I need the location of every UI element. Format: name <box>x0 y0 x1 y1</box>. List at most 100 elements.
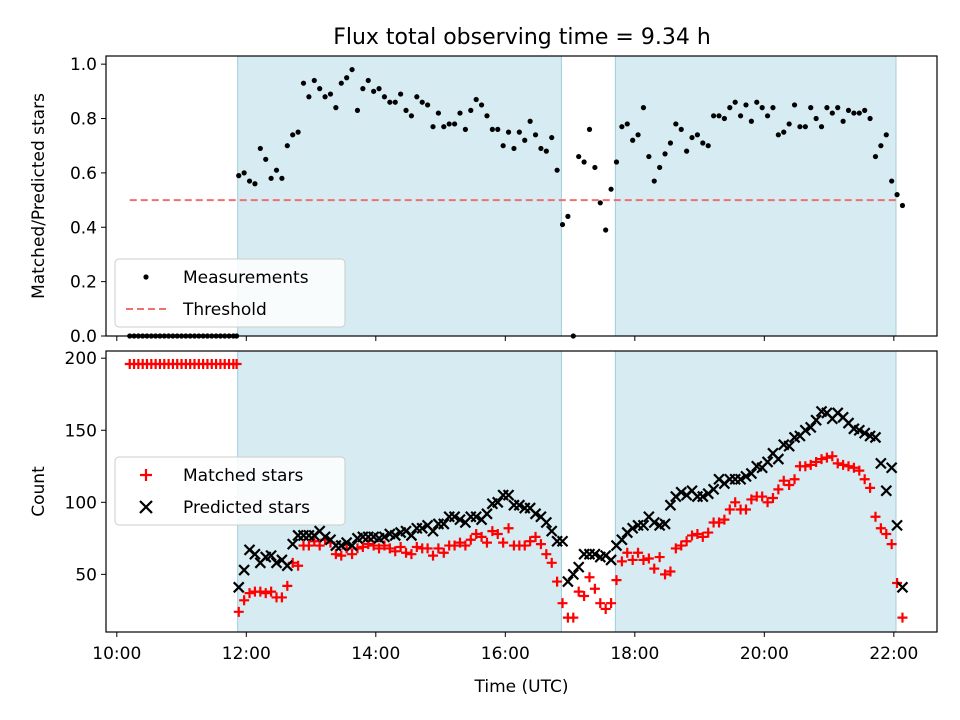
data-point <box>360 86 366 92</box>
data-point <box>627 554 638 565</box>
y-axis-label: Count <box>29 466 49 517</box>
data-point <box>730 497 741 508</box>
data-point <box>797 124 803 130</box>
legend: Measurements Threshold <box>114 258 346 328</box>
data-point <box>430 124 436 130</box>
axes-frame <box>105 55 938 337</box>
data-point <box>236 173 242 179</box>
data-point <box>257 145 263 152</box>
data-point <box>880 485 893 497</box>
data-point <box>665 566 676 577</box>
data-point <box>761 456 774 468</box>
data-point <box>527 118 533 124</box>
data-point <box>516 129 522 135</box>
data-point <box>338 80 344 86</box>
data-point <box>759 105 765 111</box>
data-point <box>703 527 714 538</box>
data-point <box>835 105 841 111</box>
data-point <box>858 427 871 439</box>
data-point <box>519 540 530 551</box>
data-point <box>246 178 253 184</box>
data-point <box>635 132 641 138</box>
data-point <box>891 519 903 532</box>
data-point <box>433 543 444 554</box>
data-point <box>406 549 417 560</box>
data-point <box>848 462 859 473</box>
data-point <box>804 421 817 434</box>
y-tick-label: 0.2 <box>70 273 97 293</box>
data-point <box>764 113 771 119</box>
data-point <box>894 192 900 198</box>
data-point <box>748 118 754 124</box>
data-point <box>303 540 314 551</box>
data-point <box>897 612 908 623</box>
data-point <box>268 175 274 181</box>
data-point <box>689 134 695 141</box>
data-point <box>451 121 458 127</box>
data-point <box>673 121 679 127</box>
data-point <box>700 140 706 146</box>
data-point <box>856 110 862 116</box>
data-point <box>419 99 425 105</box>
data-point <box>401 547 412 558</box>
data-point <box>344 75 350 81</box>
data-point <box>238 564 250 576</box>
data-point <box>875 523 886 534</box>
data-point <box>498 537 509 548</box>
data-point <box>319 531 331 543</box>
data-point <box>376 86 382 92</box>
data-point <box>649 563 660 574</box>
data-point <box>522 137 528 143</box>
data-point <box>232 581 245 594</box>
data-point <box>622 547 633 558</box>
data-point <box>808 105 814 111</box>
data-point <box>403 107 409 113</box>
data-point <box>783 440 795 452</box>
data-point <box>270 557 283 569</box>
data-point <box>468 107 474 113</box>
data-point <box>408 113 415 119</box>
data-point <box>885 461 898 474</box>
data-point <box>592 164 598 171</box>
data-point <box>392 99 398 105</box>
data-point <box>648 516 661 529</box>
data-point <box>478 102 485 108</box>
data-point <box>802 124 808 130</box>
data-point <box>637 519 650 532</box>
data-point <box>573 586 584 597</box>
data-point <box>438 547 449 558</box>
data-point <box>595 598 606 609</box>
data-point <box>398 91 404 97</box>
data-point <box>309 536 320 547</box>
data-point <box>583 548 596 560</box>
data-point <box>481 508 493 520</box>
data-point <box>495 126 501 132</box>
data-point <box>549 134 555 141</box>
data-point <box>290 132 296 138</box>
data-point <box>859 474 870 485</box>
data-point <box>813 115 819 122</box>
legend: Matched stars Predicted stars <box>114 456 346 526</box>
data-point <box>606 598 617 609</box>
data-point <box>276 592 287 603</box>
data-point <box>754 99 760 105</box>
data-point <box>511 145 517 152</box>
data-point <box>676 540 687 551</box>
data-point <box>687 530 698 541</box>
data-point <box>667 140 674 146</box>
data-point <box>659 518 671 530</box>
data-point <box>716 113 722 119</box>
data-point <box>616 556 627 567</box>
data-point <box>273 167 280 173</box>
series-matched-stars <box>124 358 908 623</box>
data-point <box>654 552 665 563</box>
data-point <box>279 175 285 181</box>
series-measurements <box>127 66 906 339</box>
data-point <box>333 105 339 111</box>
data-point <box>589 548 601 560</box>
data-point <box>266 586 277 597</box>
data-point <box>244 588 255 599</box>
y-tick-label: 100 <box>65 493 97 513</box>
y-tick-label: 0.4 <box>70 218 97 238</box>
data-point <box>552 576 563 587</box>
